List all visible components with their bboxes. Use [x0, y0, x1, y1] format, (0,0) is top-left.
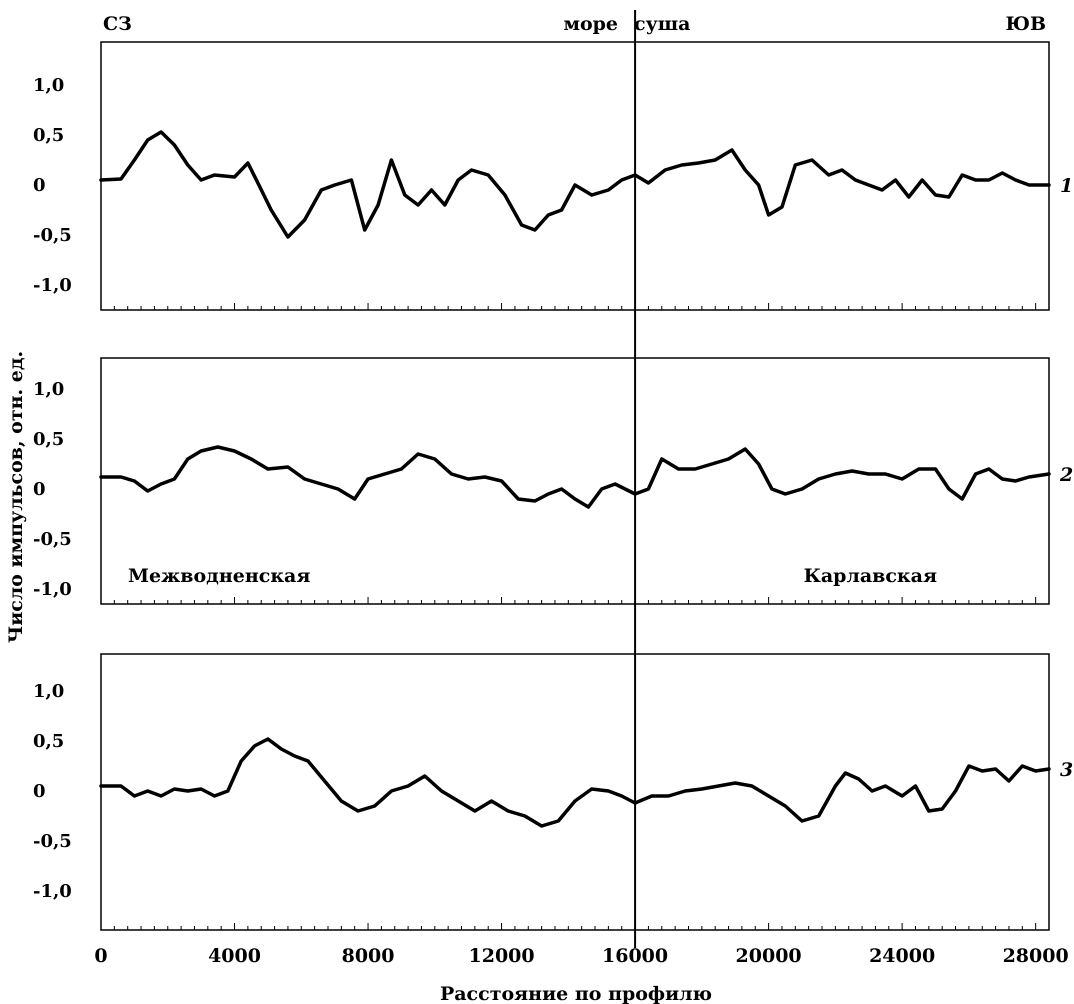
y-tick-label: -1,0 — [33, 275, 72, 296]
x-tick-label: 16000 — [602, 945, 668, 967]
series-label-1: 1 — [1060, 175, 1073, 197]
x-axis-title: Расстояние по профилю — [440, 983, 712, 1004]
y-tick-label: -0,5 — [33, 225, 72, 246]
annotation-label: Межводненская — [128, 565, 310, 587]
panel-1: 1,0 0,5 0 -0,5 -1,0 1 — [33, 41, 1073, 311]
panel-3: 1,0 0,5 0 -0,5 -1,0 3 — [33, 653, 1073, 931]
panel-frame — [100, 653, 1050, 931]
y-tick-label: -0,5 — [33, 831, 72, 852]
series-label-3: 3 — [1060, 759, 1073, 781]
x-tick-label: 28000 — [1003, 945, 1069, 967]
land-label: суша — [634, 13, 690, 35]
series-line-2 — [99, 445, 1051, 509]
direction-label-se: ЮВ — [1005, 13, 1046, 35]
x-tick-label: 4000 — [208, 945, 261, 967]
y-tick-label: 0,5 — [33, 731, 64, 752]
panel-2: 1,0 0,5 0 -0,5 -1,0 2 Межводненская Карлавская — [33, 357, 1073, 605]
panel-frame — [100, 41, 1050, 311]
x-tick-label: 20000 — [736, 945, 802, 967]
series-line-1 — [99, 130, 1051, 239]
y-tick-label: -1,0 — [33, 881, 72, 902]
y-tick-label: 0 — [33, 479, 46, 500]
y-tick-label: -0,5 — [33, 529, 72, 550]
series-line-3 — [99, 737, 1051, 828]
sea-label: море — [563, 13, 618, 35]
y-axis-title: Число импульсов, отн. ед. — [5, 351, 27, 643]
annotation-label: Карлавская — [804, 565, 937, 587]
y-tick-label: 1,0 — [33, 75, 64, 96]
x-tick-label: 8000 — [342, 945, 395, 967]
y-tick-label: 1,0 — [33, 681, 64, 702]
y-tick-label: 0,5 — [33, 125, 64, 146]
x-tick-label: 0 — [94, 945, 107, 967]
panel-frame — [100, 357, 1050, 605]
direction-label-nw: СЗ — [103, 13, 132, 35]
y-tick-label: -1,0 — [33, 579, 72, 600]
y-tick-label: 0,5 — [33, 429, 64, 450]
series-label-2: 2 — [1059, 464, 1073, 486]
y-tick-label: 0 — [33, 781, 46, 802]
y-tick-label: 0 — [33, 175, 46, 196]
x-tick-label: 24000 — [869, 945, 935, 967]
y-tick-label: 1,0 — [33, 379, 64, 400]
x-tick-label: 12000 — [469, 945, 535, 967]
